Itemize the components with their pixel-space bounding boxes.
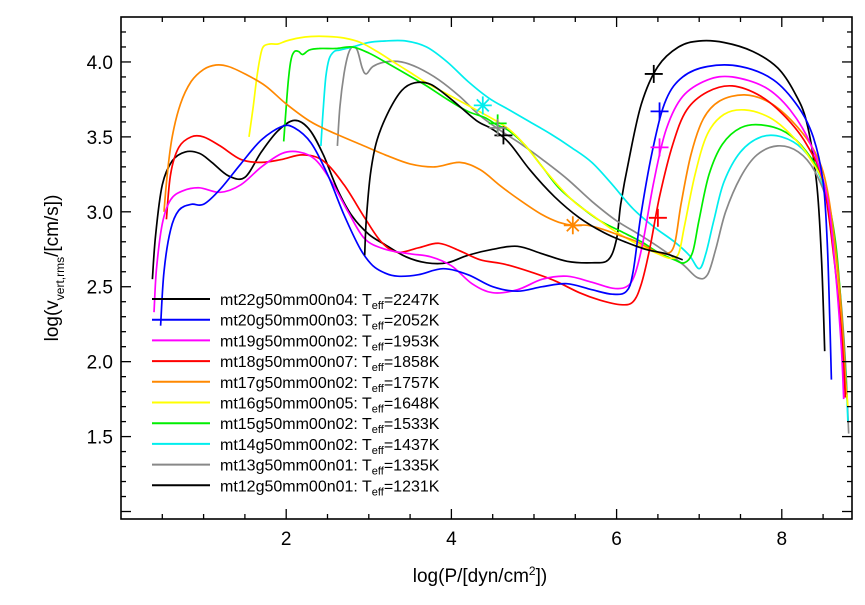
y-tick-label: 1.5: [87, 428, 113, 449]
x-axis-title-prefix: log(P/[dyn/cm: [413, 566, 529, 587]
marker-mt18g50mm00n07: [648, 208, 667, 227]
legend-label: mt12g50mm00n01: Teff=1231K: [220, 478, 440, 498]
legend: mt22g50mm00n04: Teff=2247Kmt20g50mm00n03…: [152, 292, 440, 498]
marker-mt17g50mm00n02: [563, 216, 582, 235]
series-line-mt22g50mm00n04: [363, 81, 683, 261]
x-axis-title-sup: 2: [529, 564, 536, 578]
legend-item: mt16g50mm00n05: Teff=1648K: [152, 396, 440, 416]
plot-frame: [120, 16, 853, 520]
legend-label: mt17g50mm00n02: Teff=1757K: [220, 375, 440, 395]
x-tick-label: 2: [281, 529, 292, 550]
legend-label: mt22g50mm00n04: Teff=2247K: [220, 292, 440, 312]
y-axis-title-prefix: log(v: [42, 300, 63, 342]
y-axis-title-suffix: /[cm/s]): [42, 195, 63, 257]
legend-label: mt20g50mm00n03: Teff=2052K: [220, 313, 440, 333]
legend-label: mt15g50mm00n02: Teff=1533K: [220, 416, 440, 436]
marker-mt13g50mm00n01: [488, 118, 507, 137]
y-axis-title-sub: vert,rms: [53, 257, 67, 300]
legend-item: mt19g50mm00n02: Teff=1953K: [152, 333, 440, 353]
x-tick-label: 8: [777, 529, 788, 550]
legend-label: mt18g50mm00n07: Teff=1858K: [220, 354, 440, 374]
series-line-mt16g50mm00n05: [248, 35, 849, 407]
x-tick-label: 4: [446, 529, 457, 550]
legend-item: mt18g50mm00n07: Teff=1858K: [152, 354, 440, 374]
legend-item: mt17g50mm00n02: Teff=1757K: [152, 375, 440, 395]
y-axis-title: log(vvert,rms/[cm/s]): [42, 195, 67, 342]
y-tick-label: 4.0: [87, 53, 113, 74]
legend-item: mt15g50mm00n02: Teff=1533K: [152, 416, 440, 436]
legend-label: mt19g50mm00n02: Teff=1953K: [220, 333, 440, 353]
y-tick-label: 2.0: [87, 353, 113, 374]
legend-item: mt13g50mm00n01: Teff=1335K: [152, 458, 440, 478]
x-axis-title-suffix: ]): [536, 566, 548, 587]
legend-label: mt13g50mm00n01: Teff=1335K: [220, 458, 440, 478]
series-layer: [151, 35, 850, 434]
series-line-mt17g50mm00n02: [163, 63, 848, 395]
legend-label: mt14g50mm00n02: Teff=1437K: [220, 437, 440, 457]
series-line-mt13g50mm00n01: [336, 45, 850, 434]
legend-label: mt16g50mm00n05: Teff=1648K: [220, 396, 440, 416]
legend-item: mt14g50mm00n02: Teff=1437K: [152, 437, 440, 457]
marker-mt12g50mm00n01: [644, 64, 663, 83]
y-tick-label: 2.5: [87, 278, 113, 299]
legend-item: mt22g50mm00n04: Teff=2247K: [152, 292, 440, 312]
series-line-mt19g50mm00n02: [153, 75, 845, 400]
marker-layer: [473, 64, 669, 235]
legend-item: mt12g50mm00n01: Teff=1231K: [152, 478, 440, 498]
marker-mt19g50mm00n02: [650, 138, 669, 157]
x-tick-label: 6: [611, 529, 622, 550]
y-tick-label: 3.0: [87, 203, 113, 224]
y-tick-label: 3.5: [87, 128, 113, 149]
marker-mt20g50mm00n03: [650, 102, 669, 121]
x-axis-title: log(P/[dyn/cm2]): [413, 564, 547, 587]
series-line-mt20g50mm00n03: [159, 64, 833, 380]
marker-mt14g50mm00n02: [473, 96, 492, 115]
tick-layer: 2 4 6 8 1.5 2.0 2.5 3.0 3.5 4.0: [87, 17, 852, 550]
series-line-mt18g50mm00n07: [165, 84, 847, 398]
legend-item: mt20g50mm00n03: Teff=2052K: [152, 313, 440, 333]
